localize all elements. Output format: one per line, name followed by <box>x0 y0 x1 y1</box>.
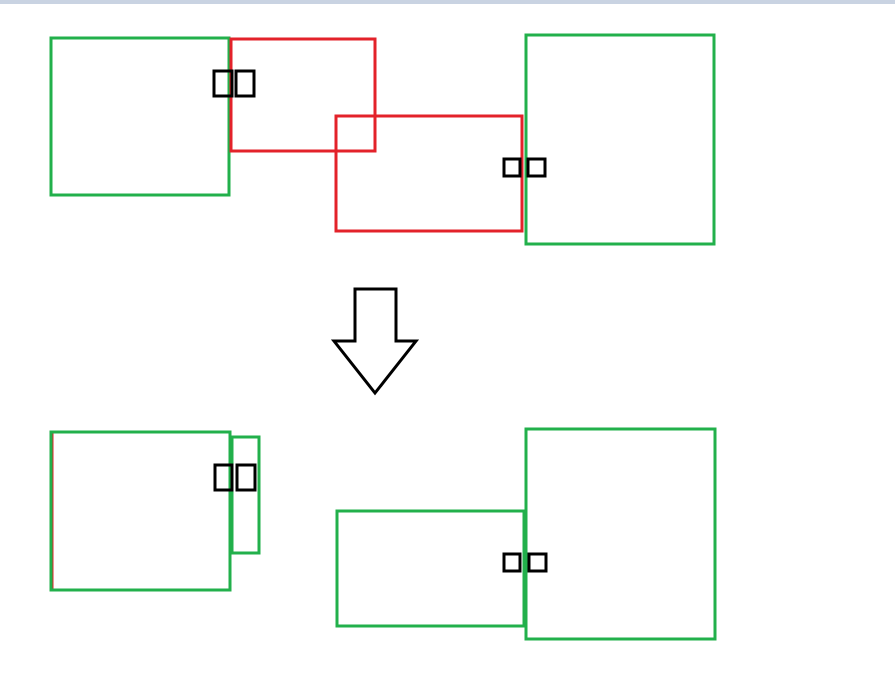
before-section <box>49 33 716 246</box>
small-box <box>526 157 547 178</box>
green-square-left <box>49 36 231 197</box>
green-square-right <box>524 33 716 246</box>
green-square-right <box>524 427 717 641</box>
small-box-pair-1 <box>212 69 256 98</box>
small-box <box>527 552 548 573</box>
green-narrow-rect <box>230 435 261 555</box>
small-box <box>234 69 256 98</box>
small-box <box>213 463 234 492</box>
down-arrow-icon <box>330 287 420 396</box>
green-square-left-red-outline <box>51 37 230 196</box>
green-red-square-left <box>49 430 232 592</box>
green-red-square-left-red-outline <box>52 432 230 591</box>
red-rect-lower <box>334 114 524 233</box>
after-section <box>49 427 717 641</box>
small-box <box>235 463 257 492</box>
small-box <box>502 157 522 178</box>
top-strip <box>0 0 895 4</box>
small-box-pair-2 <box>502 157 547 178</box>
small-box-pair-3 <box>213 463 257 492</box>
small-box <box>502 552 522 573</box>
small-box <box>212 69 234 98</box>
green-rect-lower <box>335 509 526 628</box>
small-box-pair-4 <box>502 552 548 573</box>
